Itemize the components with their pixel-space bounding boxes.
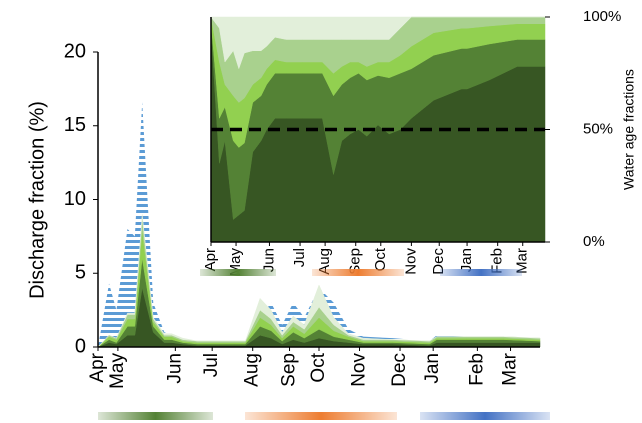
y-axis-label: Discharge fraction (%)	[26, 101, 48, 299]
x-tick-label: Nov	[349, 353, 370, 387]
x-tick-label: Oct	[372, 247, 389, 271]
season-bar	[420, 412, 550, 420]
area-layer	[97, 214, 541, 348]
x-tick-label: Sep	[347, 248, 364, 275]
x-tick-label: Jul	[291, 248, 308, 267]
season-bar	[245, 412, 397, 420]
y-tick-label: 15	[64, 114, 86, 136]
x-tick-label: Aug	[242, 353, 263, 387]
season-bar	[200, 269, 276, 276]
x-tick-label: Jan	[422, 353, 443, 384]
y-tick-label: 5	[75, 262, 86, 284]
y-tick-label: 0	[75, 335, 86, 357]
x-tick-label: Mar	[500, 352, 521, 385]
x-tick-label: Jan	[458, 248, 475, 272]
x-tick-label: Jul	[201, 353, 222, 377]
x-tick-label: Jun	[260, 248, 277, 272]
x-tick-label: Dec	[430, 248, 447, 275]
x-tick-label: Mar	[514, 248, 531, 274]
season-bar	[312, 269, 404, 276]
x-tick-label: Dec	[389, 353, 410, 387]
y-axis-label: Water age fractions	[621, 69, 637, 190]
season-bar	[98, 412, 213, 420]
x-tick-label: Apr	[87, 352, 108, 382]
x-tick-label: Feb	[489, 248, 506, 274]
y-tick-label: 100%	[583, 8, 621, 25]
x-tick-label: Apr	[202, 248, 219, 271]
y-tick-label: 20	[64, 40, 86, 62]
area-layer	[210, 16, 545, 70]
season-bar	[440, 269, 522, 276]
y-tick-label: 50%	[583, 120, 613, 137]
x-tick-label: Jun	[164, 353, 185, 384]
x-tick-label: May	[107, 353, 128, 389]
x-tick-label: Aug	[316, 248, 333, 275]
x-tick-label: Oct	[308, 352, 329, 382]
y-tick-label: 10	[64, 188, 86, 210]
x-tick-label: Sep	[279, 353, 300, 387]
y-tick-label: 0%	[583, 233, 605, 250]
x-tick-label: Nov	[402, 248, 419, 275]
x-tick-label: Feb	[466, 353, 487, 386]
inset-plot: 0%50%100%Apr May Jun Jul Aug Sep Oct Nov Dec Jan F…	[202, 8, 637, 276]
